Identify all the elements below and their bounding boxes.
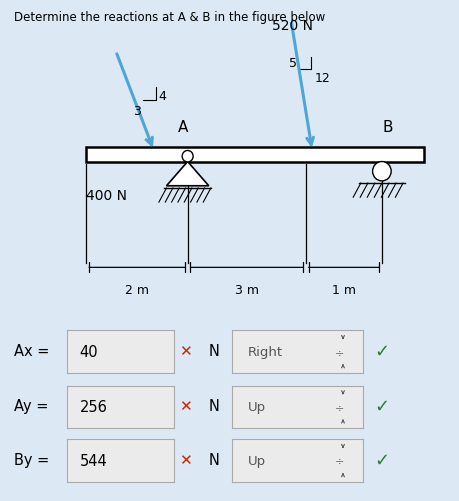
Text: ÷: ÷: [334, 347, 344, 357]
Text: Ax =: Ax =: [14, 343, 49, 358]
Text: 5: 5: [290, 57, 297, 70]
Circle shape: [182, 151, 193, 163]
Text: 520 N: 520 N: [272, 19, 313, 33]
Text: ✓: ✓: [374, 450, 389, 468]
Text: ÷: ÷: [334, 456, 344, 465]
Text: Right: Right: [247, 346, 283, 358]
Text: ✕: ✕: [179, 398, 192, 413]
Text: Determine the reactions at A & B in the figure below: Determine the reactions at A & B in the …: [14, 11, 325, 24]
Text: 2 m: 2 m: [125, 283, 149, 296]
Text: 3: 3: [133, 105, 141, 118]
Text: Up: Up: [247, 454, 266, 467]
Text: B: B: [383, 120, 393, 135]
Text: 12: 12: [315, 72, 330, 85]
Text: 1 m: 1 m: [332, 283, 356, 296]
Circle shape: [373, 162, 391, 181]
Text: By =: By =: [14, 452, 49, 467]
Text: 400 N: 400 N: [86, 188, 127, 202]
Polygon shape: [86, 148, 424, 162]
Text: ✓: ✓: [374, 342, 389, 360]
Text: 4: 4: [158, 90, 166, 103]
Text: N: N: [209, 398, 220, 413]
Text: 544: 544: [79, 453, 107, 468]
Text: N: N: [209, 343, 220, 358]
Text: ✕: ✕: [179, 343, 192, 358]
Text: Ay =: Ay =: [14, 398, 48, 413]
Text: 40: 40: [79, 345, 98, 359]
Text: A: A: [178, 120, 189, 135]
Text: ✕: ✕: [179, 452, 192, 467]
Text: ÷: ÷: [334, 402, 344, 412]
Text: ✓: ✓: [374, 397, 389, 415]
Text: 256: 256: [79, 400, 107, 414]
Polygon shape: [167, 162, 209, 186]
Text: 3 m: 3 m: [235, 283, 259, 296]
Text: N: N: [209, 452, 220, 467]
Text: Up: Up: [247, 401, 266, 413]
